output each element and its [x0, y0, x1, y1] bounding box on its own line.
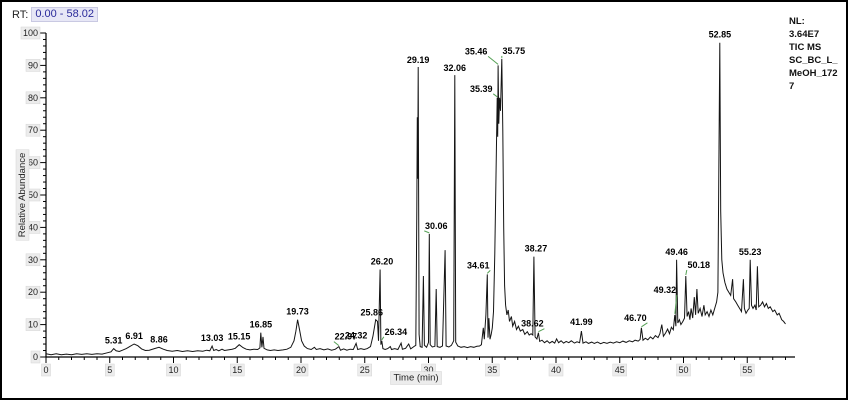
scan-header-legend: NL: 3.64E7 TIC MS SC_BC_L_ MeOH_172 7	[789, 15, 838, 93]
rt-header: RT: 0.00 - 58.02	[12, 7, 99, 22]
peak-label: 22.97	[335, 332, 358, 342]
peak-label: 26.20	[371, 257, 394, 267]
label-highlight	[548, 363, 564, 377]
legend-line: SC_BC_L_	[789, 55, 838, 66]
tic-trace	[45, 42, 786, 356]
x-tick-label: 45	[615, 365, 625, 375]
peak-leader-line	[333, 341, 340, 347]
peak-label: 41.99	[570, 317, 593, 327]
y-axis-title: Relative Abundance	[15, 149, 30, 241]
x-tick-label: 20	[296, 365, 306, 375]
rt-label: RT:	[12, 8, 29, 21]
peak-leader-line	[641, 322, 648, 328]
legend-line: TIC MS	[789, 42, 822, 53]
y-tick-label: 60	[28, 158, 38, 168]
peak-label: 35.75	[503, 46, 526, 56]
y-tick-label: 90	[28, 60, 38, 70]
x-tick-label: 35	[487, 365, 497, 375]
x-tick-label: 25	[360, 365, 370, 375]
peak-leader-line	[674, 294, 678, 314]
label-highlight	[676, 363, 691, 377]
label-highlight	[30, 350, 41, 364]
y-axis-title-text: Relative Abundance	[17, 153, 28, 238]
peak-label: 38.62	[521, 319, 544, 329]
rt-range-value[interactable]: 0.00 - 58.02	[31, 7, 99, 22]
label-highlight	[293, 363, 309, 377]
label-highlight	[15, 149, 30, 241]
peak-leader-line	[487, 56, 499, 65]
y-tick-label: 20	[28, 287, 38, 297]
x-tick-label: 10	[168, 365, 178, 375]
peak-label: 52.85	[709, 30, 732, 40]
peak-leader-line	[424, 230, 430, 234]
label-highlight	[357, 363, 373, 377]
x-tick-label: 50	[678, 365, 688, 375]
label-highlight	[484, 363, 500, 377]
y-tick-label: 50	[28, 190, 38, 200]
peak-leader-line	[685, 269, 688, 276]
x-axis-title: Time (min)	[390, 371, 442, 385]
x-tick-label: 40	[551, 365, 561, 375]
x-tick-label: 5	[107, 365, 112, 375]
label-highlight	[25, 253, 41, 267]
label-highlight	[25, 285, 41, 299]
peak-label: 46.70	[624, 313, 647, 323]
peak-label: 24.32	[345, 330, 368, 340]
peak-leader-line	[381, 336, 385, 341]
label-highlight	[166, 363, 181, 377]
peak-leader-line	[486, 270, 491, 274]
peak-label: 13.03	[201, 333, 224, 343]
label-highlight	[612, 363, 628, 377]
label-highlight	[229, 363, 245, 377]
y-tick-label: 70	[28, 125, 38, 135]
y-tick-label: 40	[28, 222, 38, 232]
y-tick-label: 30	[28, 255, 38, 265]
peak-label: 6.91	[125, 331, 143, 341]
peak-label: 34.61	[467, 260, 490, 270]
peak-label: 25.86	[360, 308, 383, 318]
label-highlight	[739, 363, 755, 377]
x-tick-label: 30	[423, 365, 433, 375]
label-highlight	[25, 91, 41, 105]
label-highlight	[25, 59, 41, 72]
label-highlight	[25, 123, 41, 137]
x-tick-label: 15	[232, 365, 242, 375]
peak-label: 55.23	[739, 247, 762, 257]
legend-line: MeOH_172	[789, 68, 838, 79]
y-tick-label: 100	[23, 28, 38, 38]
peak-leader-line	[492, 93, 498, 98]
peak-label: 19.73	[286, 307, 309, 317]
peak-label: 49.46	[665, 247, 688, 257]
peak-label: 29.19	[407, 55, 430, 65]
label-highlight	[20, 26, 41, 40]
x-tick-label: 55	[742, 365, 752, 375]
legend-line: 3.64E7	[789, 29, 820, 40]
peak-label: 16.85	[250, 320, 273, 330]
label-highlight	[104, 363, 115, 377]
peak-label: 50.18	[688, 260, 711, 270]
y-tick-label: 10	[28, 320, 38, 330]
peak-label: 8.86	[150, 334, 168, 344]
legend-line: 7	[789, 81, 795, 92]
peak-label: 38.27	[525, 244, 548, 254]
peak-label: 26.34	[385, 327, 408, 337]
peak-label: 32.06	[443, 63, 466, 73]
peak-leader-line	[538, 328, 545, 333]
y-tick-label: 80	[28, 93, 38, 103]
peak-label: 35.46	[465, 46, 488, 56]
label-highlight	[390, 371, 442, 385]
legend-line: NL:	[789, 16, 805, 27]
peak-label: 30.06	[425, 221, 448, 231]
x-tick-label: 0	[43, 365, 48, 375]
x-axis-title-text: Time (min)	[393, 373, 438, 384]
peak-label: 15.15	[228, 332, 251, 342]
y-tick-label: 0	[33, 352, 38, 362]
peak-label: 49.32	[654, 285, 677, 295]
label-highlight	[41, 363, 51, 377]
peak-label: 35.39	[470, 84, 493, 94]
label-highlight	[25, 318, 41, 331]
peak-label: 5.31	[105, 336, 123, 346]
